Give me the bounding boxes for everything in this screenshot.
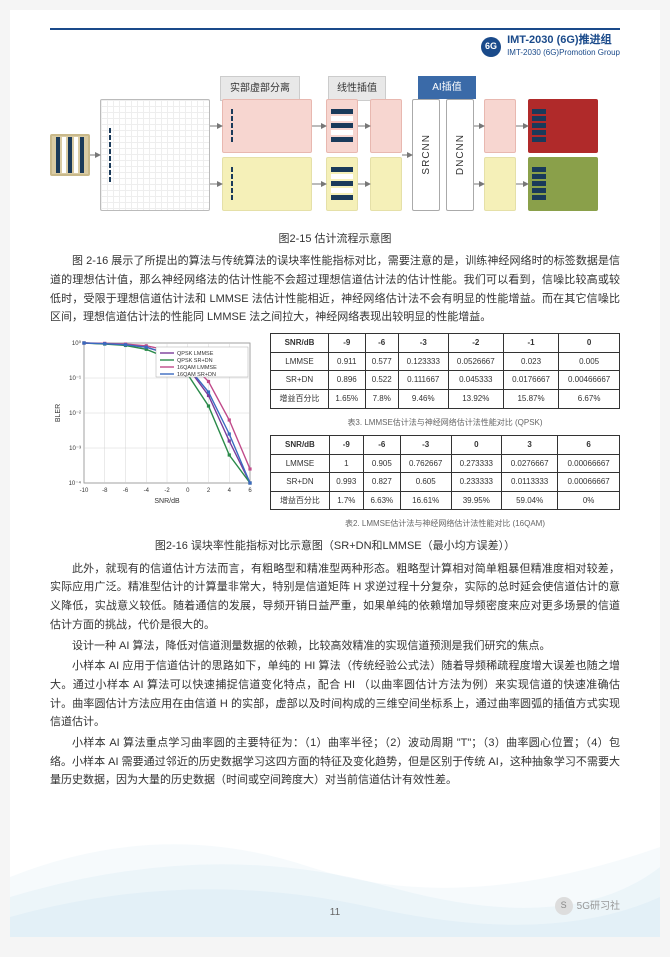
- svg-text:-8: -8: [102, 488, 108, 494]
- svg-text:10⁰: 10⁰: [72, 340, 82, 347]
- svg-text:QPSK SR+DN: QPSK SR+DN: [177, 358, 213, 364]
- header-subtitle: IMT-2030 (6G)Promotion Group: [507, 46, 620, 60]
- diagram-box-srcnn: SRCNN: [418, 134, 435, 175]
- page-number: 11: [330, 904, 340, 921]
- watermark-badge: S 5G研习社: [555, 897, 620, 915]
- diagram-label-ai: AI插值: [418, 76, 476, 99]
- diagram-label-split: 实部虚部分离: [220, 76, 300, 101]
- svg-text:4: 4: [228, 488, 232, 494]
- svg-text:QPSK LMMSE: QPSK LMMSE: [177, 351, 214, 357]
- diagram-box-dncnn: DNCNN: [452, 134, 469, 175]
- paragraph-3: 设计一种 AI 算法，降低对信道测量数据的依赖，比较高效精准的实现信道预测是我们…: [50, 637, 620, 656]
- svg-text:-6: -6: [123, 488, 129, 494]
- svg-text:16QAM SR+DN: 16QAM SR+DN: [177, 372, 216, 378]
- paragraph-1: 图 2-16 展示了所提出的算法与传统算法的误块率性能指标对比，需要注意的是，训…: [50, 252, 620, 327]
- svg-text:BLER: BLER: [55, 404, 62, 422]
- svg-text:10⁻¹: 10⁻¹: [69, 376, 81, 382]
- svg-text:-2: -2: [164, 488, 170, 494]
- paragraph-5: 小样本 AI 算法重点学习曲率圆的主要特征为：（1）曲率半径；（2）波动周期 "…: [50, 734, 620, 790]
- svg-text:16QAM LMMSE: 16QAM LMMSE: [177, 365, 217, 371]
- table-qpsk-caption: 表3. LMMSE估计法与神经网络估计法性能对比 (QPSK): [270, 416, 620, 430]
- bler-chart: -10 -8 -6 -4 -2 0 2 4 6 10⁰ 10⁻¹ 10⁻² 10⁻³ 10⁻⁴ QPSK L…: [50, 333, 260, 503]
- watermark-text: 5G研习社: [577, 898, 620, 915]
- svg-text:-10: -10: [80, 488, 89, 494]
- svg-text:10⁻³: 10⁻³: [69, 446, 81, 452]
- svg-text:-4: -4: [144, 488, 150, 494]
- header-title: IMT-2030 (6G)推进组: [507, 34, 620, 46]
- paragraph-2: 此外，就现有的信道估计方法而言，有粗略型和精准型两种形态。粗略型计算相对简单粗暴…: [50, 560, 620, 635]
- svg-text:6: 6: [248, 488, 252, 494]
- diagram-label-linear: 线性插值: [328, 76, 386, 101]
- figure-216-row: -10 -8 -6 -4 -2 0 2 4 6 10⁰ 10⁻¹ 10⁻² 10⁻³ 10⁻⁴ QPSK L…: [50, 333, 620, 531]
- page-header: 6G IMT-2030 (6G)推进组 IMT-2030 (6G)Promoti…: [50, 28, 620, 60]
- watermark-icon: S: [555, 897, 573, 915]
- svg-text:SNR/dB: SNR/dB: [154, 498, 180, 503]
- table-16qam: SNR/dB-9-6-3036LMMSE10.9050.7626670.2733…: [270, 435, 620, 510]
- table-16qam-caption: 表2. LMMSE估计法与神经网络估计法性能对比 (16QAM): [270, 517, 620, 531]
- figure-215-diagram: 实部虚部分离 线性插值 AI插值: [50, 74, 620, 224]
- svg-text:2: 2: [207, 488, 211, 494]
- paragraph-4: 小样本 AI 应用于信道估计的思路如下，单纯的 HI 算法（传统经验公式法）随着…: [50, 657, 620, 732]
- caption-figure-216: 图2-16 误块率性能指标对比示意图（SR+DN和LMMSE（最小均方误差））: [50, 537, 620, 556]
- svg-text:0: 0: [186, 488, 190, 494]
- header-logo: 6G: [481, 37, 501, 57]
- svg-text:10⁻⁴: 10⁻⁴: [69, 480, 82, 487]
- table-qpsk: SNR/dB-9-6-3-2-10LMMSE0.9110.5770.123333…: [270, 333, 620, 408]
- caption-figure-215: 图2-15 估计流程示意图: [50, 230, 620, 249]
- svg-text:10⁻²: 10⁻²: [69, 411, 81, 417]
